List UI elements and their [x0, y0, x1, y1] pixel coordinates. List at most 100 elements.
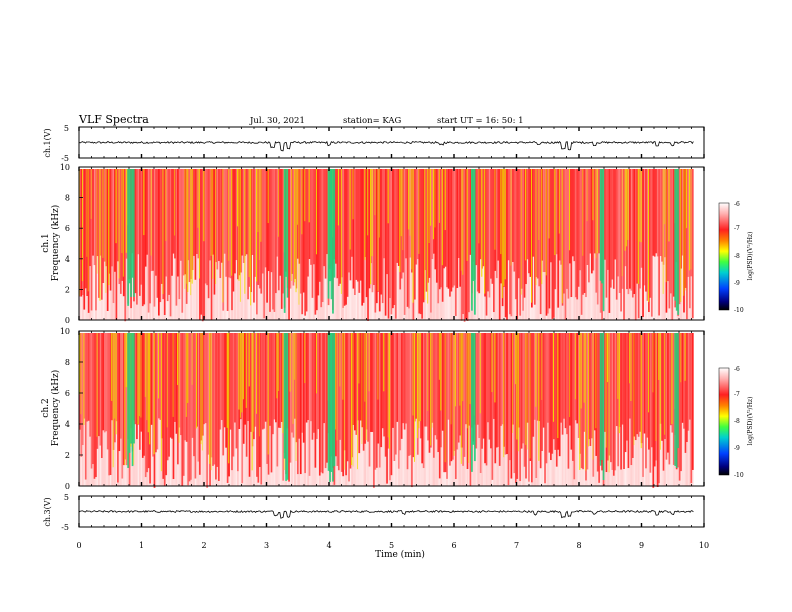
- spectrogram-cell: [115, 333, 117, 435]
- spectrogram-cell: [305, 333, 308, 423]
- spectrogram-cell: [687, 169, 690, 277]
- spectrogram-cell: [279, 427, 282, 486]
- spectrogram-cell: [434, 435, 437, 486]
- spectrogram-cell: [304, 473, 307, 486]
- spectrogram-cell: [358, 292, 361, 320]
- spectrogram-cell: [95, 477, 97, 486]
- spectrogram-cell: [681, 333, 684, 423]
- spectrogram-cell: [333, 333, 336, 467]
- spectrogram-cell: [564, 333, 567, 429]
- spectrogram-cell: [184, 440, 187, 486]
- spectrogram-cell: [623, 469, 625, 486]
- spectrogram-cell: [627, 468, 630, 486]
- spectrogram-cell: [516, 169, 519, 320]
- spectrogram-cell: [247, 421, 249, 486]
- spectrogram-cell: [690, 169, 692, 270]
- spectrogram-cell: [425, 426, 428, 486]
- spectrogram-cell: [165, 333, 168, 476]
- spectrogram-cell: [450, 333, 452, 425]
- spectrogram-cell: [298, 333, 301, 439]
- spectrogram-cell: [631, 333, 634, 458]
- spectrogram-cell: [141, 333, 144, 458]
- spectrogram-cell: [558, 333, 561, 457]
- spectrogram-cell: [236, 333, 239, 472]
- spectrogram-cell: [215, 262, 217, 320]
- spectrogram-cell: [149, 169, 151, 304]
- spectrogram-cell: [588, 333, 590, 447]
- spectrogram-cell: [589, 253, 592, 320]
- spectrogram-cell: [532, 436, 535, 486]
- spectrogram-cell: [463, 169, 466, 322]
- spectrogram-cell: [223, 333, 226, 428]
- spectrogram-cell: [362, 302, 365, 320]
- spectrogram-cell: [626, 440, 628, 486]
- spectrogram-cell: [235, 448, 238, 486]
- spectrogram-cell: [405, 333, 407, 424]
- spectrogram-cell: [354, 430, 356, 486]
- spectrogram-cell: [368, 333, 370, 392]
- spectrogram-cell: [482, 438, 485, 486]
- spectrogram-cell: [337, 470, 340, 486]
- spectrogram-cell: [473, 333, 476, 462]
- spectrogram-cell: [481, 448, 484, 486]
- spectrogram-cell: [93, 169, 96, 266]
- spectrogram-cell: [598, 253, 601, 320]
- spectrogram-cell: [525, 478, 527, 486]
- spectrogram-cell: [222, 333, 225, 456]
- spectrogram-cell: [387, 169, 389, 224]
- spectrogram-cell: [465, 318, 467, 320]
- spectrogram-cell: [340, 277, 343, 320]
- spectrogram-cell: [231, 169, 233, 276]
- colorbar-ch2-label: log(PSD)(V²/Hz): [747, 397, 754, 446]
- spectrogram-cell: [668, 308, 671, 320]
- spectrogram-cell: [177, 333, 179, 385]
- spectrogram-cell: [368, 466, 371, 486]
- spectrogram-cell: [109, 474, 112, 486]
- spectrogram-cell: [81, 333, 84, 446]
- spectrogram-cell: [294, 418, 296, 486]
- spectrogram-cell: [548, 333, 551, 453]
- spectrogram-cell: [118, 169, 120, 279]
- spectrogram-cell: [456, 169, 459, 289]
- spectrogram-cell: [239, 419, 242, 486]
- spectrogram-cell: [653, 333, 656, 467]
- frequency-tick-label: 10: [60, 327, 70, 336]
- spectrogram-cell: [163, 169, 166, 316]
- spectrogram-cell: [321, 169, 324, 303]
- spectrogram-cell: [655, 333, 657, 442]
- spectrogram-cell: [320, 307, 323, 320]
- spectrogram-cell: [235, 169, 238, 261]
- spectrogram-cell: [479, 333, 481, 414]
- spectrogram-cell: [691, 333, 694, 470]
- spectrogram-cell: [593, 253, 596, 320]
- spectrogram-cell: [434, 333, 437, 436]
- spectrogram-cell: [683, 312, 685, 320]
- spectrogram-cell: [266, 169, 269, 303]
- spectrogram-cell: [418, 421, 421, 486]
- spectrogram-cell: [105, 333, 108, 432]
- spectrogram-cell: [330, 169, 333, 300]
- spectrogram-cell: [340, 471, 343, 486]
- spectrogram-cell: [264, 169, 267, 268]
- spectrogram-cell: [403, 314, 406, 320]
- spectrogram-cell: [498, 333, 501, 466]
- spectrogram-cell: [684, 287, 687, 320]
- spectrogram-cell: [114, 169, 116, 272]
- spectrogram-cell: [150, 333, 153, 425]
- spectrogram-cell: [345, 333, 347, 476]
- spectrogram-cell: [276, 256, 279, 320]
- spectrogram-cell: [178, 299, 181, 320]
- spectrogram-cell: [680, 333, 682, 472]
- spectrogram-cell: [419, 333, 421, 422]
- spectrogram-cell: [466, 169, 468, 261]
- spectrogram-cell: [288, 169, 290, 321]
- spectrogram-cell: [487, 169, 489, 292]
- spectrogram-cell: [364, 257, 367, 320]
- spectrogram-cell: [579, 333, 581, 470]
- ch3-ytick-bottom: -5: [61, 523, 69, 532]
- colorbar-ch2-tick-top: -6: [734, 366, 740, 373]
- spectrogram-cell: [582, 469, 584, 486]
- spectrogram-cell: [431, 259, 434, 320]
- spectrogram-cell: [358, 333, 360, 384]
- spectrogram-cell: [130, 169, 133, 297]
